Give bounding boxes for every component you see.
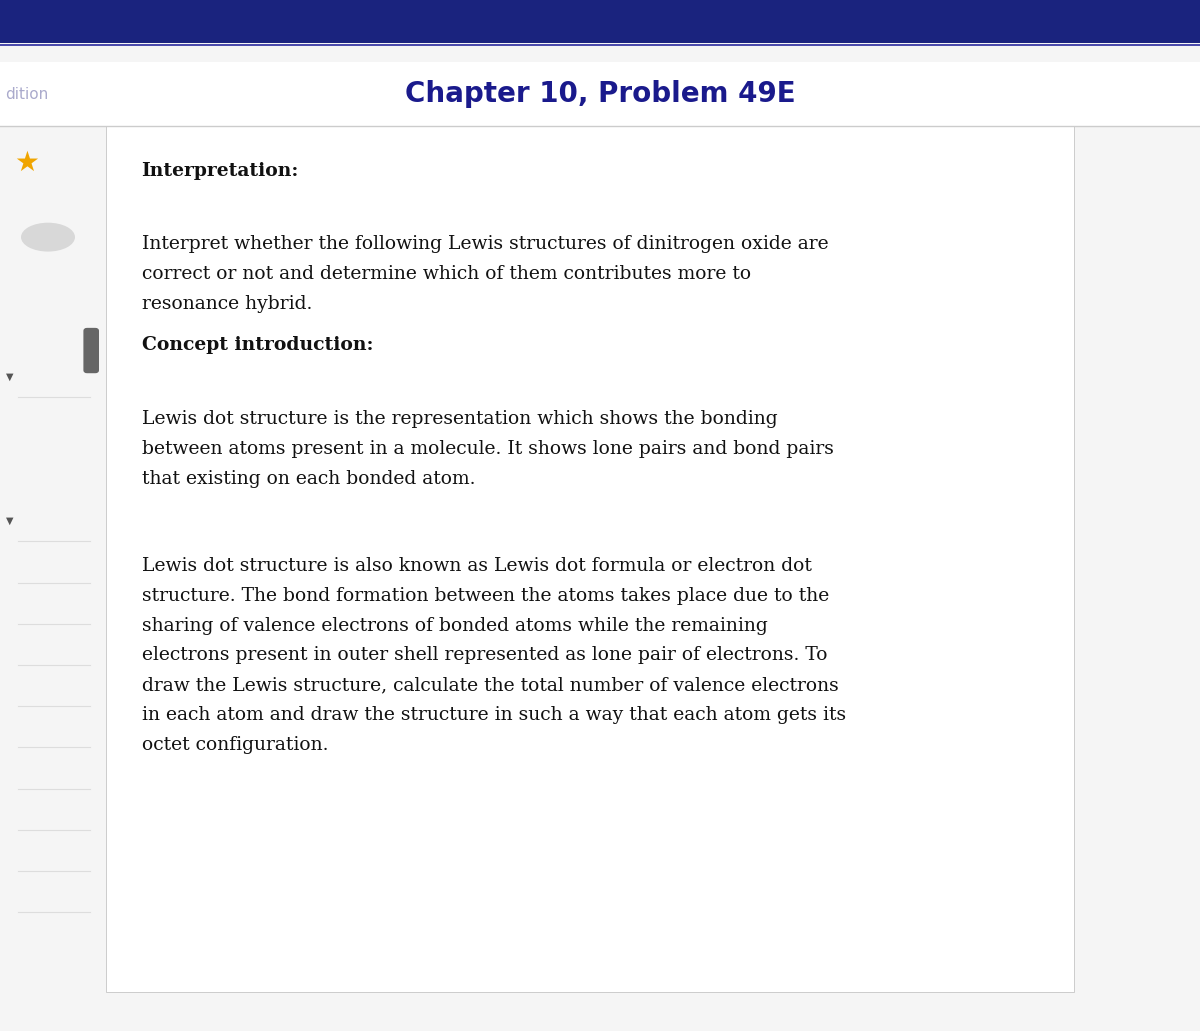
Text: ▼: ▼	[6, 371, 13, 381]
Text: Chapter 10, Problem 49E: Chapter 10, Problem 49E	[404, 79, 796, 108]
Bar	[0, 62, 1200, 126]
Bar	[106, 62, 1074, 992]
Text: dition: dition	[5, 88, 48, 102]
Text: Lewis dot structure is the representation which shows the bonding
between atoms : Lewis dot structure is the representatio…	[142, 410, 834, 488]
Text: ★: ★	[14, 148, 38, 177]
Text: Concept introduction:: Concept introduction:	[142, 336, 373, 354]
Bar	[0, 0, 1200, 43]
Text: ▼: ▼	[6, 516, 13, 526]
Ellipse shape	[22, 223, 74, 252]
Text: Interpretation:: Interpretation:	[142, 162, 299, 179]
FancyBboxPatch shape	[83, 328, 98, 373]
Text: Interpret whether the following Lewis structures of dinitrogen oxide are
correct: Interpret whether the following Lewis st…	[142, 235, 828, 312]
Text: Lewis dot structure is also known as Lewis dot formula or electron dot
structure: Lewis dot structure is also known as Lew…	[142, 557, 846, 754]
